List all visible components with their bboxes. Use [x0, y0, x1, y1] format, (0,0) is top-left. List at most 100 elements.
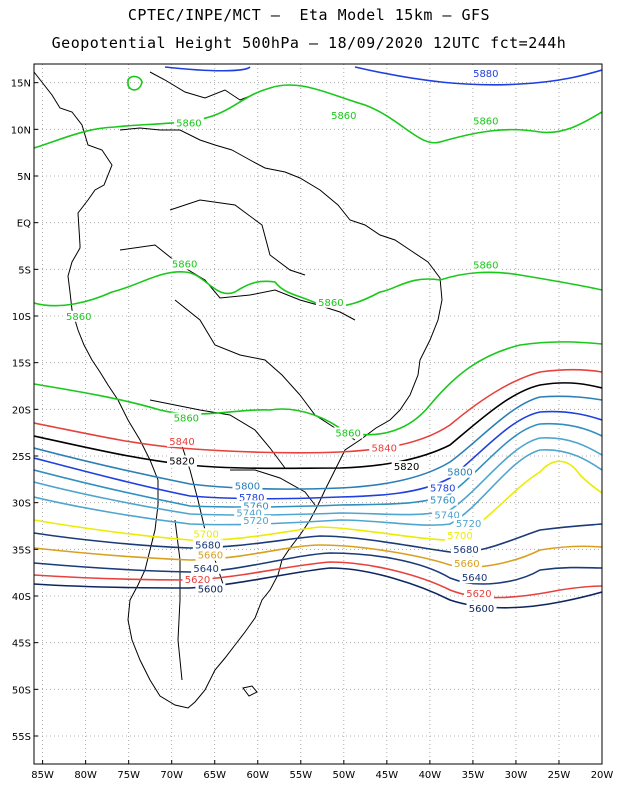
lat-tick-label: 25S	[12, 452, 31, 463]
contour-label-bg	[432, 509, 463, 521]
lat-tick-label: 20S	[12, 405, 31, 416]
contour-label-bg	[391, 461, 422, 473]
contour-label-bg	[236, 491, 267, 503]
contour-label-bg	[241, 500, 272, 512]
contour-labels: 5880 5860 5860 5860 5860 5860 5860 5860 5860 5860…	[63, 68, 501, 615]
contour-label: 5800	[235, 482, 260, 493]
lon-tick-label: 25W	[548, 770, 571, 781]
contour-label-bg	[451, 544, 482, 556]
lon-tick-label: 75W	[117, 770, 140, 781]
contour-label-bg	[195, 583, 226, 595]
lat-tick-label: EQ	[17, 219, 31, 230]
contour-label-bg	[427, 482, 458, 494]
contour-label: 5700	[193, 529, 218, 540]
contour-label: 5860	[318, 298, 343, 309]
contour-label-bg	[459, 572, 490, 584]
lon-tick-label: 35W	[462, 770, 485, 781]
contour-label-bg	[173, 117, 204, 129]
contour-label: 5600	[469, 604, 494, 615]
contour-label-bg	[191, 528, 222, 540]
contour-label: 5880	[473, 69, 498, 80]
contour-5600	[34, 567, 602, 609]
contour-label-bg	[427, 494, 458, 506]
contour-label-bg	[195, 549, 226, 561]
contour-label-bg	[182, 574, 213, 585]
contour-label-bg	[169, 258, 200, 270]
contour-5700	[34, 460, 602, 542]
contour-label: 5780	[239, 493, 264, 504]
contour-label: 5640	[462, 573, 487, 584]
contour-5640	[34, 552, 602, 585]
contour-label: 5720	[456, 519, 481, 530]
contour-label: 5840	[169, 437, 194, 448]
contour-label-bg	[453, 518, 484, 529]
lat-tick-label: 50S	[12, 685, 31, 696]
contour-label: 5860	[174, 414, 199, 425]
contour-label: 5680	[453, 545, 478, 556]
lat-tick-label: 15N	[11, 79, 31, 90]
contour-label: 5600	[198, 584, 223, 595]
contour-5760	[34, 422, 602, 508]
contour-label-bg	[171, 412, 202, 424]
lon-tick-label: 85W	[31, 770, 54, 781]
lon-tick-label: 20W	[591, 770, 614, 781]
contour-label-bg	[328, 110, 359, 122]
contour-label: 5760	[243, 501, 268, 512]
map-background	[34, 64, 602, 764]
contour-label: 5660	[198, 551, 223, 562]
contour-label-bg	[451, 558, 482, 570]
contour-label-bg	[445, 530, 475, 542]
contour-label-bg	[167, 455, 198, 467]
lat-tick-label: 35S	[12, 545, 31, 556]
contour-label: 5860	[335, 428, 360, 439]
lat-tick-label: 15S	[12, 359, 31, 370]
lat-tick-label: 30S	[12, 499, 31, 510]
contour-label: 5700	[447, 531, 472, 542]
contour-label: 5640	[193, 564, 218, 575]
contour-5880	[164, 66, 602, 86]
contour-5840	[34, 368, 602, 454]
lat-tick-label: 5S	[18, 265, 31, 276]
contour-5860-closed	[127, 75, 143, 91]
title-line-1: CPTEC/INPE/MCT – Eta Model 15km – GFS	[127, 6, 491, 24]
contour-label: 5860	[172, 260, 197, 271]
contour-label-bg	[470, 68, 501, 80]
lon-tick-label: 80W	[74, 770, 97, 781]
contour-label: 5820	[169, 456, 194, 467]
lon-tick-label: 40W	[419, 770, 442, 781]
lon-tick-label: 70W	[160, 770, 183, 781]
contour-label-bg	[63, 310, 94, 322]
contour-label-bg	[466, 602, 497, 614]
contour-label-bg	[445, 466, 475, 478]
contour-label: 5840	[372, 443, 397, 454]
contour-label: 5780	[430, 484, 455, 495]
map-frame	[33, 63, 603, 765]
contour-label-bg	[333, 427, 364, 439]
contour-5860-equatorial	[34, 271, 602, 308]
contour-5780	[34, 410, 602, 500]
contour-label: 5620	[466, 589, 491, 600]
contour-label: 5680	[195, 540, 220, 551]
contour-5720	[34, 449, 602, 526]
contour-label: 5620	[185, 575, 210, 586]
contour-5860-north	[34, 84, 602, 149]
lat-tick-label: 40S	[12, 592, 31, 603]
contour-label: 5860	[473, 117, 498, 128]
contour-label-bg	[369, 442, 400, 454]
contour-label: 5820	[394, 462, 419, 473]
lon-tick-label: 55W	[289, 770, 312, 781]
contour-label: 5860	[331, 111, 356, 122]
contour-label-bg	[191, 562, 222, 574]
contour-label: 5860	[66, 312, 91, 323]
contour-5800	[34, 395, 602, 490]
contour-5660	[34, 544, 602, 568]
lat-tick-label: 5N	[17, 172, 31, 183]
contour-label: 5860	[176, 119, 201, 130]
contour-label: 5720	[243, 516, 268, 527]
contour-label: 5800	[447, 468, 472, 479]
contour-label-bg	[470, 259, 501, 271]
lon-tick-label: 60W	[246, 770, 269, 781]
contour-label: 5660	[454, 559, 479, 570]
lat-tick-label: 10N	[11, 125, 31, 136]
